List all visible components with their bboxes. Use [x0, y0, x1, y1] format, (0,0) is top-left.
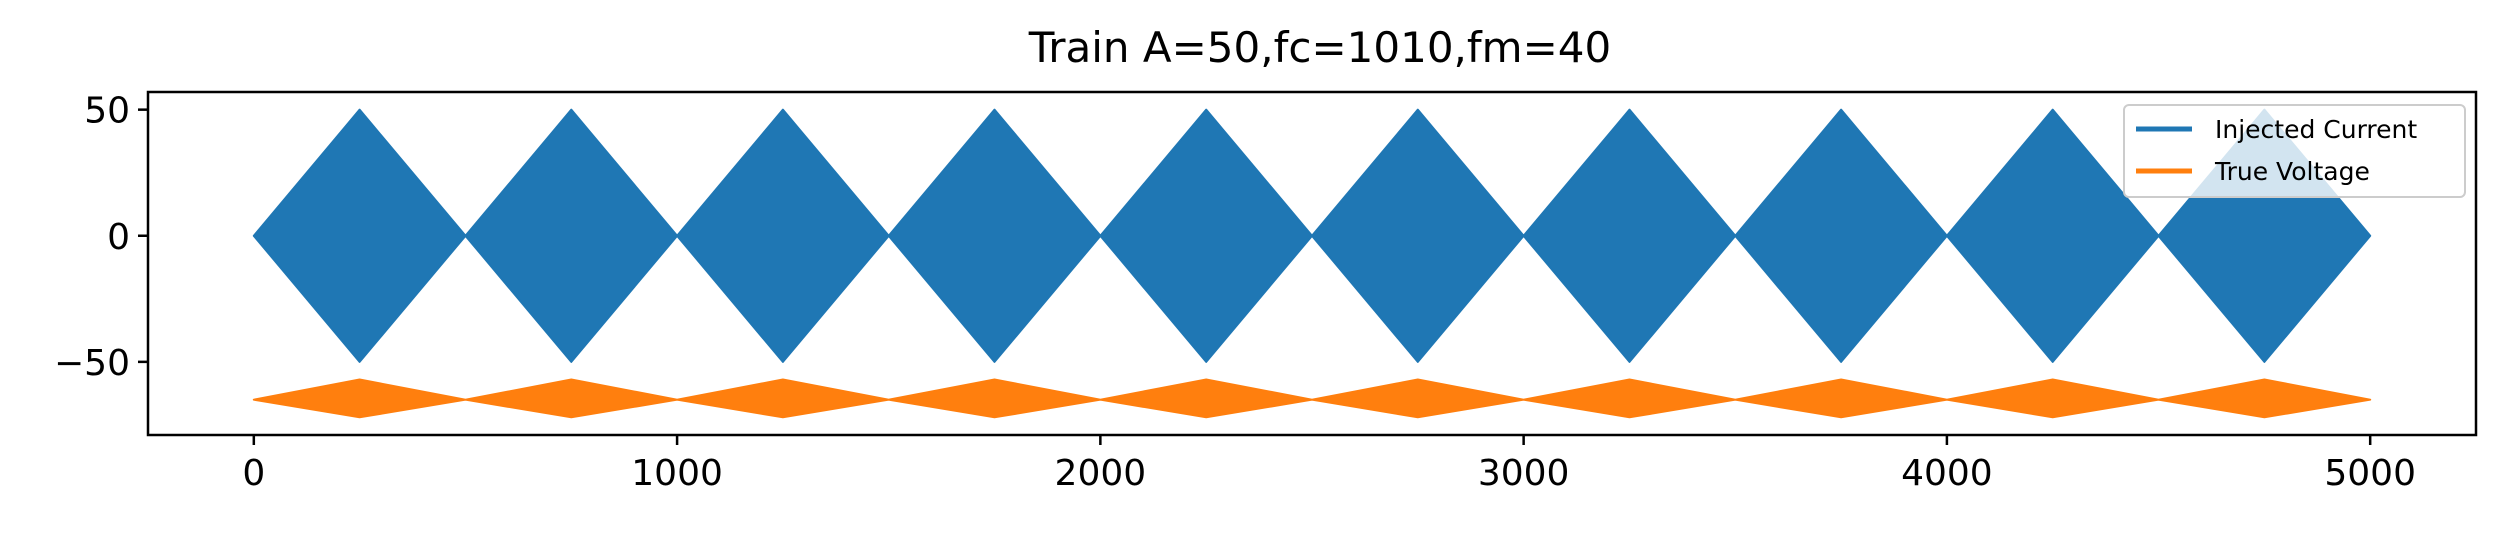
x-tick-label: 2000 — [1055, 453, 1147, 494]
plot-frame — [146, 90, 2478, 437]
legend-box — [2123, 104, 2466, 198]
series-layer — [252, 108, 2372, 419]
chart-title: Train A=50,fc=1010,fm=40 — [1028, 23, 1611, 72]
x-tick-label: 3000 — [1478, 453, 1570, 494]
legend-label-true-voltage: True Voltage — [2214, 157, 2370, 186]
series-injected-current-area — [252, 108, 2372, 363]
x-tick-label: 0 — [242, 453, 265, 494]
y-tick-label: 0 — [107, 217, 130, 258]
x-tick-label: 5000 — [2324, 453, 2416, 494]
x-axis: 0 1000 2000 3000 4000 5000 — [242, 435, 2416, 494]
y-axis: 50 0 −50 — [54, 91, 148, 384]
y-tick-label: 50 — [84, 91, 130, 132]
legend-label-injected-current: Injected Current — [2215, 115, 2417, 144]
x-tick-label: 1000 — [631, 453, 723, 494]
x-tick-label: 4000 — [1901, 453, 1993, 494]
series-true-voltage-area — [252, 378, 2372, 419]
y-tick-label: −50 — [54, 343, 130, 384]
legend: Injected Current True Voltage — [2123, 104, 2466, 198]
